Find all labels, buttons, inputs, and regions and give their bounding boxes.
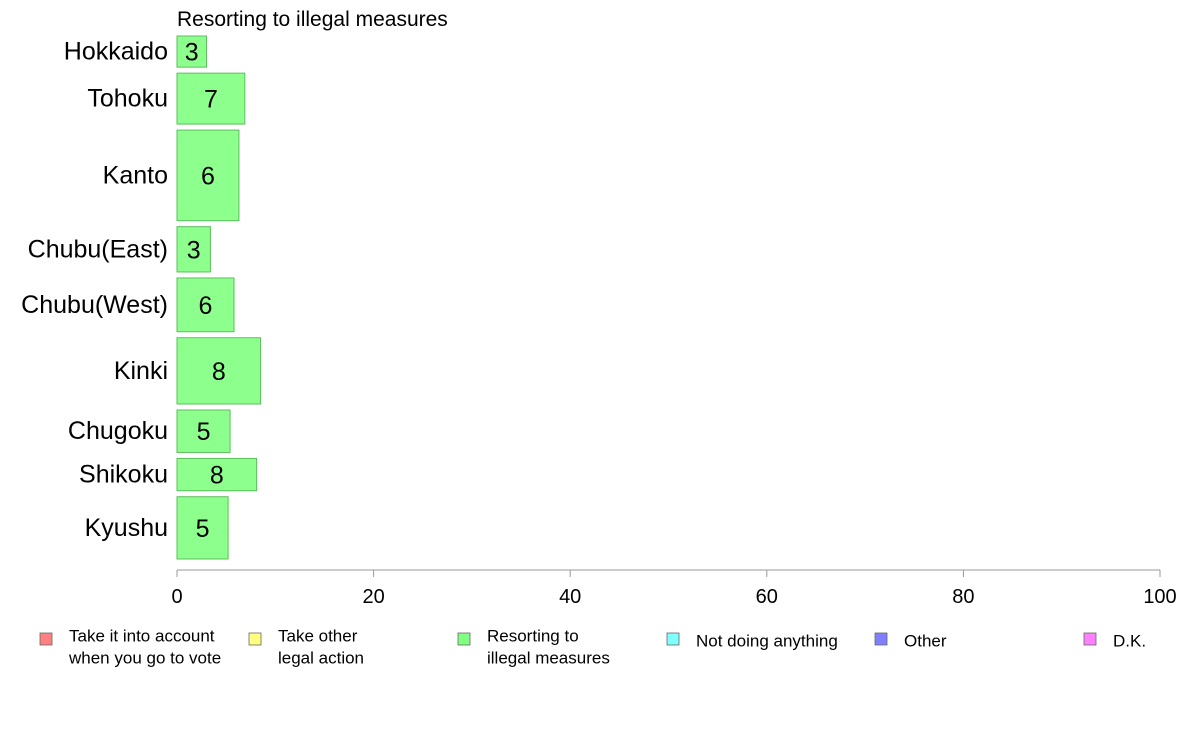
legend-swatch (1083, 632, 1097, 646)
x-tick-label: 100 (1143, 586, 1176, 608)
value-label: 8 (212, 358, 226, 386)
legend-label: Take it into account (69, 627, 215, 646)
bar-kanto (176, 129, 240, 222)
legend-label: Not doing anything (696, 632, 838, 651)
x-tick-label: 60 (756, 586, 778, 608)
category-label: Chubu(East) (28, 235, 168, 263)
category-label: Hokkaido (64, 38, 168, 66)
legend-label: when you go to vote (68, 649, 221, 668)
chart-title: Resorting to illegal measures (177, 8, 448, 31)
bar-kinki (176, 337, 262, 405)
bar-tohoku (176, 72, 246, 125)
category-label: Kanto (103, 161, 168, 189)
value-label: 3 (187, 236, 201, 264)
legend-item: Resorting to illegal measures (457, 627, 610, 668)
category-label: Chugoku (68, 417, 168, 445)
legend-item: Take it into account when you go to vote (39, 627, 221, 668)
legend-label: Take other (278, 627, 358, 646)
bar-shikoku (176, 457, 258, 492)
legend-swatch (457, 632, 471, 646)
legend-item: D.K. (1083, 632, 1146, 651)
x-tick-label: 40 (559, 586, 581, 608)
bar-chubu-east- (176, 226, 211, 273)
category-label: Kyushu (85, 514, 168, 542)
legend-label: Other (904, 632, 947, 651)
category-label: Tohoku (87, 85, 168, 113)
legend-swatch (666, 632, 680, 646)
value-label: 6 (201, 162, 215, 190)
bar-chugoku (176, 409, 231, 453)
legend-label: legal action (278, 649, 364, 668)
bars-group: Hokkaido 3 Tohoku 7 Kanto 6 Chubu(East) 3 Chubu(… (21, 35, 262, 560)
legend-swatch (39, 632, 53, 646)
value-label: 5 (196, 515, 210, 543)
bar-chubu-west- (176, 277, 235, 333)
bar-kyushu (176, 496, 229, 560)
value-label: 5 (197, 418, 211, 446)
legend-item: Other (874, 632, 947, 651)
x-axis: 0 20 40 60 80 100 (171, 569, 1177, 608)
legend-label: illegal measures (487, 649, 610, 668)
legend-swatch (248, 632, 262, 646)
legend-label: Resorting to (487, 627, 579, 646)
category-label: Kinki (114, 357, 168, 385)
x-tick-label: 20 (362, 586, 384, 608)
value-label: 6 (199, 292, 213, 320)
category-label: Chubu(West) (21, 291, 168, 319)
category-label: Shikoku (79, 461, 168, 489)
legend-swatch (874, 632, 888, 646)
legend-item: Not doing anything (666, 632, 838, 651)
bar-hokkaido (176, 35, 207, 68)
x-tick-label: 80 (952, 586, 974, 608)
legend-item: Take other legal action (248, 627, 364, 668)
x-tick-label: 0 (171, 586, 182, 608)
value-label: 3 (185, 39, 199, 67)
value-label: 8 (210, 462, 224, 490)
value-label: 7 (204, 86, 218, 114)
legend-label: D.K. (1113, 632, 1146, 651)
